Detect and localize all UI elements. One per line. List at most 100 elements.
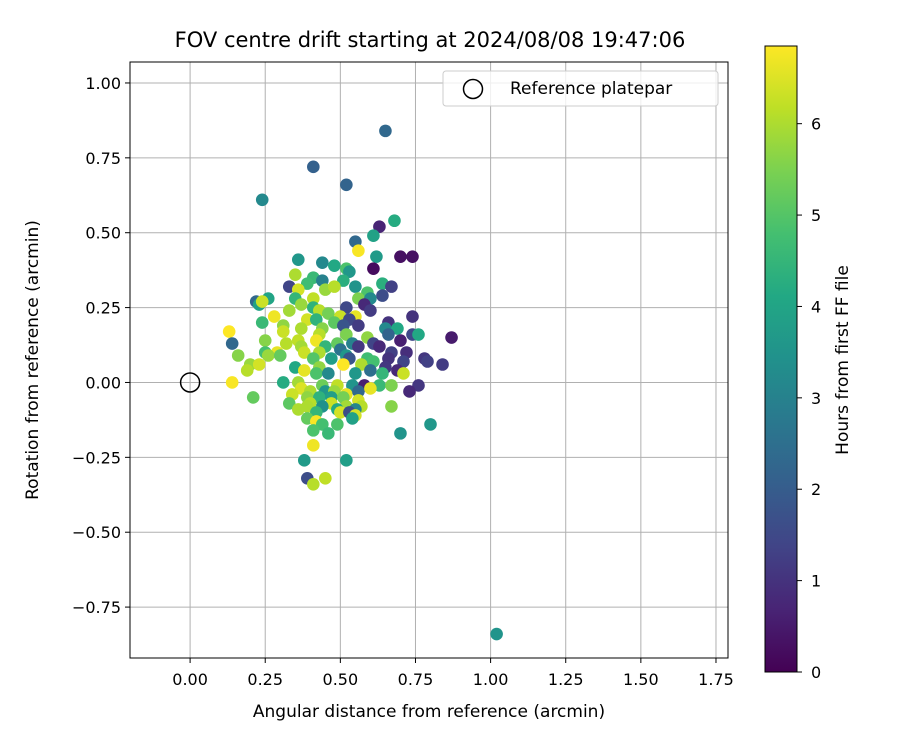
scatter-point	[276, 325, 290, 338]
scatter-point	[334, 406, 347, 419]
scatter-point	[255, 295, 269, 308]
scatter-point	[255, 316, 269, 329]
scatter-point	[307, 424, 320, 437]
scatter-point	[340, 301, 353, 314]
scatter-point	[322, 427, 335, 440]
colorbar-tick-label: 3	[811, 389, 821, 408]
scatter-point	[273, 349, 287, 362]
x-tick-label: 1.75	[698, 670, 734, 689]
scatter-point	[376, 289, 389, 302]
y-axis-ticks: −0.75 −0.50 −0.25 0.00 0.25 0.50 0.75 1.00	[72, 74, 130, 617]
scatter-point	[349, 280, 362, 293]
x-axis-label: Angular distance from reference (arcmin)	[253, 702, 605, 722]
scatter-point	[246, 391, 260, 404]
scatter-point	[364, 364, 377, 377]
scatter-point	[406, 310, 419, 323]
scatter-point	[403, 385, 416, 398]
x-axis-ticks: 0.00 0.25 0.50 0.75 1.00 1.25 1.50 1.75	[172, 658, 734, 689]
scatter-point	[294, 298, 308, 311]
colorbar-tick-label: 5	[811, 206, 821, 225]
scatter-point	[352, 340, 365, 353]
x-tick-label: 1.00	[473, 670, 509, 689]
y-tick-label: 0.75	[85, 149, 121, 168]
scatter-point	[424, 418, 437, 431]
scatter-point	[291, 253, 305, 266]
scatter-point	[291, 403, 305, 416]
scatter-point	[288, 268, 302, 281]
scatter-point	[394, 334, 407, 347]
scatter-point	[258, 334, 272, 347]
scatter-point	[349, 367, 362, 380]
scatter-point	[331, 418, 344, 431]
scatter-point	[307, 439, 320, 452]
scatter-point	[300, 313, 314, 326]
scatter-point	[310, 367, 323, 380]
scatter-point	[322, 367, 335, 380]
scatter-point	[376, 367, 389, 380]
colorbar	[764, 45, 798, 673]
colorbar-tick-label: 2	[811, 480, 821, 499]
scatter-point	[412, 379, 425, 392]
grid	[130, 62, 728, 658]
scatter-point	[364, 304, 377, 317]
scatter-point	[316, 418, 329, 431]
y-tick-label: −0.75	[72, 598, 121, 617]
scatter-point	[307, 352, 320, 365]
scatter-point	[367, 262, 380, 275]
legend-box	[442, 70, 719, 107]
scatter-point	[340, 454, 353, 467]
scatter-point	[373, 220, 386, 234]
x-tick-label: 0.50	[323, 670, 359, 689]
scatter-point	[391, 322, 404, 335]
scatter-point	[297, 454, 311, 467]
colorbar-tick-label: 0	[811, 663, 821, 682]
scatter-point	[352, 385, 365, 398]
scatter-point	[297, 364, 311, 377]
scatter-point	[307, 477, 320, 491]
scatter-point	[307, 160, 320, 174]
scatter-point	[373, 340, 386, 353]
scatter-point	[300, 277, 314, 290]
legend-open-circle-icon	[462, 78, 484, 100]
scatter-point	[346, 412, 359, 425]
scatter-point	[310, 406, 323, 419]
scatter-point	[352, 244, 365, 257]
colorbar-tick-label: 1	[811, 572, 821, 591]
scatter-point	[490, 627, 503, 641]
scatter-point	[240, 364, 254, 377]
scatter-point	[279, 337, 293, 350]
y-tick-label: −0.50	[72, 523, 121, 542]
scatter-point	[222, 325, 236, 338]
scatter-point	[394, 250, 407, 263]
scatter-point	[252, 358, 266, 371]
scatter-point	[328, 259, 341, 272]
scatter-point	[225, 337, 239, 350]
x-tick-label: 1.50	[623, 670, 659, 689]
scatter-point	[385, 379, 398, 392]
scatter-point	[325, 352, 338, 365]
y-tick-label: 0.50	[85, 224, 121, 243]
scatter-point	[352, 319, 365, 332]
scatter-point	[322, 307, 335, 320]
scatter-point	[367, 229, 380, 243]
scatter-point	[343, 265, 356, 278]
scatter-point	[319, 472, 332, 485]
scatter-point	[385, 280, 398, 293]
scatter-point	[225, 376, 239, 389]
scatter-point	[382, 328, 395, 341]
scatter-point	[397, 355, 410, 368]
scatter-point	[370, 250, 383, 263]
scatter-point	[421, 355, 434, 368]
scatter-points	[222, 124, 503, 641]
x-tick-label: 0.75	[398, 670, 434, 689]
scatter-point	[394, 427, 407, 440]
scatter-point	[310, 334, 323, 347]
scatter-point	[328, 280, 341, 293]
scatter-point	[412, 328, 425, 341]
y-tick-label: 0.25	[85, 299, 121, 318]
scatter-point	[436, 358, 449, 371]
scatter-point	[261, 349, 275, 362]
scatter-point	[267, 310, 281, 323]
reference-platepar-marker	[179, 372, 201, 393]
